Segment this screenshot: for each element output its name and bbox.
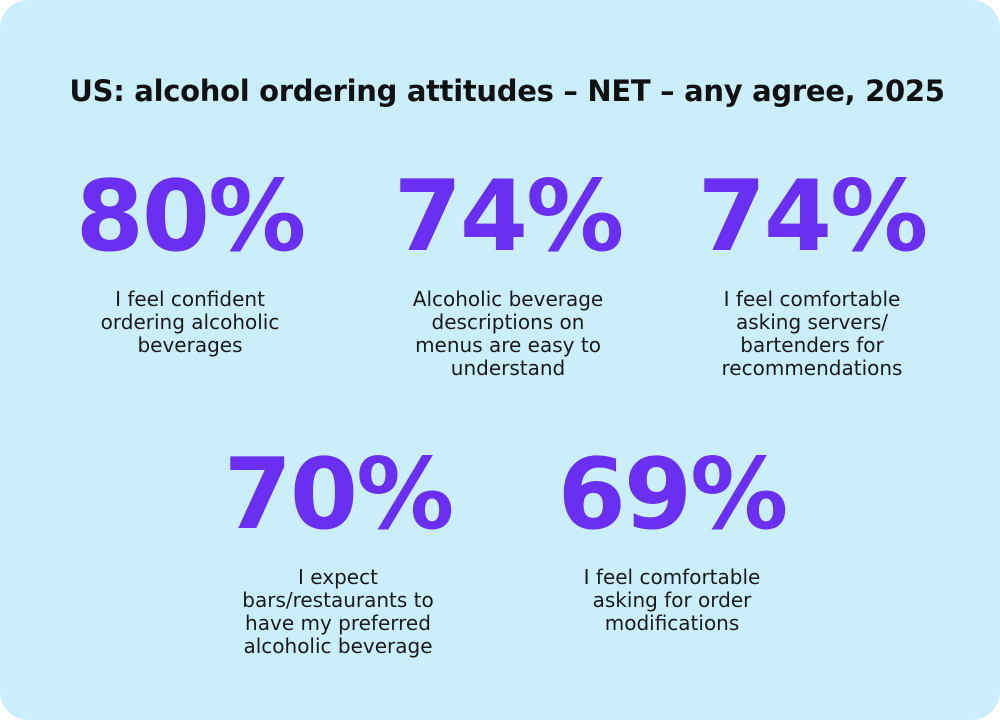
label-line: understand	[450, 356, 566, 380]
stat-label: I feel comfortable asking servers/bartend…	[652, 288, 972, 380]
label-line: beverages	[137, 333, 243, 357]
label-line: Alcoholic beverage	[412, 287, 604, 311]
label-line: I feel confident	[115, 287, 265, 311]
stat-block: 74% Alcoholic beverage descriptions on menu…	[348, 168, 668, 380]
label-line: have my preferred	[245, 611, 431, 635]
stat-block: 80% I feel confident ordering alcoholic bev…	[30, 168, 350, 357]
stat-value: 80%	[75, 160, 307, 274]
label-line: menus are easy to	[415, 333, 601, 357]
label-line: ordering alcoholic	[100, 310, 280, 334]
title: US: alcohol ordering attitudes – NET – a…	[69, 74, 945, 108]
label-line: recommendations	[721, 356, 903, 380]
stat-label: I feel comfortable asking for order modifi…	[512, 566, 832, 635]
stat-label: I expect bars/restaurants to have my prefe…	[178, 566, 498, 658]
label-line: bartenders for	[740, 333, 884, 357]
stat-label: Alcoholic beverage descriptions on menus a…	[348, 288, 668, 380]
stat-block: 70% I expect bars/restaurants to have my pr…	[178, 446, 498, 658]
label-line: alcoholic beverage	[243, 634, 433, 658]
stat-value: 74%	[393, 160, 625, 274]
label-line: I feel comfortable	[583, 565, 761, 589]
label-line: I feel comfortable	[723, 287, 901, 311]
stat-block: 69% I feel comfortable asking for order mod…	[512, 446, 832, 635]
stat-value: 70%	[223, 438, 455, 552]
label-line: asking servers/	[735, 310, 888, 334]
label-line: asking for order	[592, 588, 752, 612]
label-line: I expect	[298, 565, 378, 589]
stat-block: 74% I feel comfortable asking servers/bart…	[652, 168, 972, 380]
label-line: bars/restaurants to	[242, 588, 434, 612]
stat-value: 69%	[557, 438, 789, 552]
stat-label: I feel confident ordering alcoholic bevera…	[30, 288, 350, 357]
label-line: descriptions on	[431, 310, 585, 334]
stat-value: 74%	[697, 160, 929, 274]
label-line: modifications	[604, 611, 740, 635]
